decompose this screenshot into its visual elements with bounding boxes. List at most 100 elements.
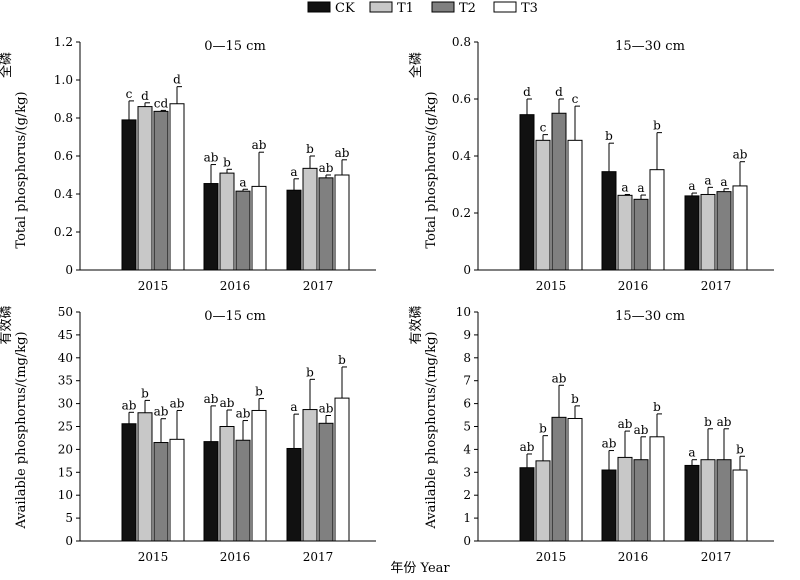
legend-swatch-t1	[369, 1, 393, 13]
y-axis-label-cn: 有效磷	[409, 305, 424, 344]
bar-t2-2016	[235, 439, 251, 542]
legend-swatch-t2	[431, 1, 455, 13]
bar-t2-2016	[633, 198, 649, 271]
y-axis-label-cn: 全磷	[0, 52, 14, 78]
y-axis-label-cn: 全磷	[408, 52, 424, 78]
bar-ck-2016	[601, 171, 617, 271]
bar-t1-2017	[700, 193, 716, 271]
bar-t3-2015	[169, 103, 185, 271]
significance-letter: ab	[733, 148, 748, 162]
y-tick-label: 10	[456, 305, 471, 319]
bar-t3-2015	[567, 417, 583, 542]
significance-letter: ab	[319, 402, 334, 416]
significance-letter: ab	[220, 396, 235, 410]
significance-letter: c	[540, 121, 547, 135]
bar-t1-2016	[219, 172, 235, 271]
significance-letter: c	[126, 87, 133, 101]
significance-letter: cd	[154, 96, 169, 110]
bar-ck-2015	[519, 114, 535, 271]
significance-letter: a	[688, 179, 695, 193]
bar-t1-2017	[302, 167, 318, 271]
y-tick-label: 45	[58, 328, 73, 342]
bar-t3-2016	[251, 185, 267, 271]
bar-t3-2017	[334, 397, 350, 542]
bar-t3-2015	[169, 438, 185, 542]
legend-label-ck: CK	[335, 1, 355, 16]
y-tick-label: 1	[463, 511, 471, 525]
bar-t2-2017	[716, 191, 732, 271]
bar-t3-2016	[251, 409, 267, 542]
y-tick-label: 25	[58, 420, 73, 434]
panel-title: 15—30 cm	[615, 39, 685, 54]
y-tick-label: 1.2	[54, 35, 73, 49]
bar-ck-2017	[684, 464, 700, 542]
bar-t2-2017	[318, 177, 334, 271]
legend-label-t2: T2	[459, 1, 476, 16]
bar-ck-2017	[286, 447, 302, 542]
y-axis-label-en: Available phosphorus/(mg/kg)	[424, 331, 439, 529]
significance-letter: b	[539, 422, 547, 436]
significance-letter: ab	[204, 392, 219, 406]
y-tick-label: 9	[463, 328, 471, 342]
significance-letter: ab	[154, 405, 169, 419]
bar-ck-2015	[121, 423, 137, 542]
y-tick-label: 1.0	[54, 73, 73, 87]
significance-letter: c	[572, 92, 579, 106]
panel-title: 0—15 cm	[204, 309, 266, 324]
panel-title: 15—30 cm	[615, 309, 685, 324]
legend-swatch-ck	[307, 1, 331, 13]
bar-ck-2016	[601, 469, 617, 542]
bar-t1-2017	[700, 459, 716, 542]
significance-letter: b	[141, 386, 149, 400]
significance-letter: a	[637, 181, 644, 195]
y-tick-label: 7	[463, 374, 471, 388]
significance-letter: d	[173, 73, 181, 87]
significance-letter: ab	[204, 151, 219, 165]
legend-label-t1: T1	[397, 1, 414, 16]
y-axis-label-en: Available phosphorus/(mg/kg)	[14, 331, 29, 529]
x-tick-label: 2016	[618, 550, 649, 564]
significance-letter: ab	[520, 440, 535, 454]
bar-t2-2015	[551, 112, 567, 271]
bar-t1-2016	[617, 456, 633, 542]
y-axis-label-en: Total phosphorus/(g/kg)	[14, 91, 29, 248]
significance-letter: ab	[717, 415, 732, 429]
bar-ck-2015	[519, 467, 535, 542]
bar-ck-2016	[203, 441, 219, 542]
significance-letter: ab	[252, 138, 267, 152]
significance-letter: b	[223, 155, 231, 169]
y-tick-label: 40	[58, 351, 73, 365]
bar-t1-2017	[302, 409, 318, 542]
x-tick-label: 2017	[303, 550, 334, 564]
y-axis-label-en: Total phosphorus/(g/kg)	[424, 91, 439, 248]
bar-t2-2016	[633, 459, 649, 542]
x-axis-label: 年份 Year	[390, 561, 450, 576]
significance-letter: a	[239, 175, 246, 189]
y-tick-label: 15	[58, 465, 73, 479]
x-tick-label: 2017	[701, 279, 732, 293]
y-tick-label: 35	[58, 374, 73, 388]
y-axis-label-cn: 有效磷	[0, 305, 14, 344]
y-tick-label: 0	[463, 534, 471, 548]
bar-t1-2015	[535, 460, 551, 542]
y-tick-label: 30	[58, 397, 73, 411]
significance-letter: b	[255, 385, 263, 399]
bar-t3-2017	[732, 469, 748, 542]
bar-t1-2015	[535, 139, 551, 271]
bar-ck-2017	[684, 195, 700, 271]
chart-panel-3: 0 5 10 15 20 25 30 35 40 45 50 0—15 cm Available pho…	[0, 305, 376, 564]
x-tick-label: 2016	[220, 550, 251, 564]
significance-letter: a	[290, 400, 297, 414]
bar-t3-2016	[649, 169, 665, 271]
x-tick-label: 2017	[303, 279, 334, 293]
significance-letter: b	[338, 353, 346, 367]
significance-letter: ab	[319, 161, 334, 175]
significance-letter: b	[306, 142, 314, 156]
y-tick-label: 50	[58, 305, 73, 319]
x-tick-label: 2016	[618, 279, 649, 293]
significance-letter: a	[688, 446, 695, 460]
y-tick-label: 5	[65, 511, 73, 525]
chart-panel-4: 0 1 2 3 4 5 6 7 8 9 10 15—30 cm Available phosphorus…	[409, 305, 774, 564]
bar-t3-2017	[732, 185, 748, 271]
